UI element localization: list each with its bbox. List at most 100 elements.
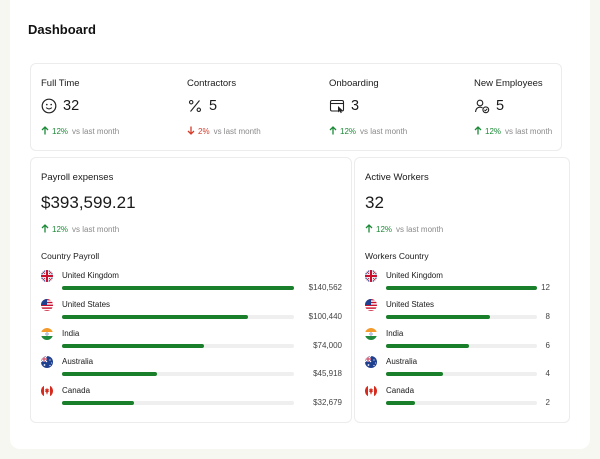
stat-trend: 12% vs last month	[329, 126, 407, 136]
country-row[interactable]: Australia $45,918	[41, 356, 342, 382]
progress-track	[62, 286, 294, 290]
country-name: India	[62, 328, 80, 338]
progress-fill	[386, 314, 491, 319]
stat-value: 3	[351, 98, 360, 114]
uk-flag-icon	[41, 270, 53, 282]
progress-fill	[62, 372, 158, 377]
country-amount: $100,440	[308, 311, 342, 321]
progress-fill	[62, 401, 134, 406]
canada-flag-icon	[365, 385, 377, 398]
progress-fill	[386, 401, 415, 406]
workers-trend: 12% vs last month	[365, 224, 443, 234]
country-name: United Kingdom	[386, 271, 443, 280]
payroll-title: Payroll expenses	[41, 172, 114, 183]
percent-icon	[187, 98, 203, 114]
country-row[interactable]: United States 8	[365, 298, 550, 325]
progress-fill	[386, 343, 470, 348]
progress-fill	[386, 372, 444, 377]
country-name: Canada	[62, 386, 91, 396]
progress-fill	[62, 343, 204, 348]
stat-compare: vs last month	[505, 127, 553, 136]
country-amount: 2	[545, 398, 550, 408]
country-name: United States	[386, 299, 435, 309]
country-row[interactable]: United Kingdom $140,562	[41, 270, 342, 296]
stat-trend-value: 12%	[485, 127, 502, 136]
country-name: United States	[62, 299, 111, 309]
workers-title: Active Workers	[365, 172, 429, 183]
stat-trend-value: 12%	[52, 127, 69, 136]
smiley-icon	[41, 98, 57, 114]
country-name: Canada	[386, 386, 415, 396]
payroll-compare: vs last month	[72, 225, 120, 234]
progress-track	[386, 372, 537, 377]
australia-flag-icon	[365, 356, 377, 369]
country-name: India	[386, 328, 404, 338]
arrow-up-icon	[365, 224, 373, 233]
australia-flag-icon	[41, 356, 53, 369]
progress-track	[62, 314, 294, 319]
payroll-trend-value: 12%	[52, 225, 69, 234]
country-row[interactable]: Canada $32,679	[41, 385, 342, 411]
stat-trend: 12% vs last month	[41, 126, 119, 136]
stat-full-time[interactable]: Full Time 32 12% vs last month	[41, 64, 171, 152]
country-amount: 4	[545, 369, 550, 379]
progress-fill	[62, 286, 294, 290]
progress-track	[62, 343, 294, 348]
country-amount: $45,918	[313, 369, 342, 379]
us-flag-icon	[41, 298, 53, 311]
stat-trend-value: 12%	[340, 127, 357, 136]
dashboard-window: Dashboard Full Time 32 12% vs last month …	[10, 0, 590, 449]
country-amount: 12	[541, 283, 550, 292]
stat-trend: 2% vs last month	[187, 126, 261, 136]
stat-contractors[interactable]: Contractors 5 2% vs last month	[187, 64, 317, 152]
country-amount: $32,679	[313, 398, 342, 408]
payroll-trend: 12% vs last month	[41, 224, 119, 234]
page-title: Dashboard	[28, 22, 96, 37]
stat-onboarding[interactable]: Onboarding 3 12% vs last month	[329, 64, 459, 152]
workers-total: 32	[365, 193, 384, 212]
summary-stats-card: Full Time 32 12% vs last month Contractor…	[30, 63, 562, 151]
arrow-up-icon	[41, 224, 49, 233]
country-row[interactable]: United States $100,440	[41, 298, 342, 325]
country-row[interactable]: Australia 4	[365, 356, 550, 382]
progress-fill	[62, 314, 248, 319]
workers-trend-value: 12%	[376, 225, 393, 234]
workers-compare: vs last month	[396, 225, 444, 234]
country-row[interactable]: India 6	[365, 327, 550, 354]
stat-value: 5	[209, 98, 218, 114]
india-flag-icon	[41, 327, 53, 340]
progress-track	[62, 372, 294, 377]
active-workers-card: Active Workers 32 12% vs last month Worke…	[354, 157, 570, 423]
arrow-down-icon	[187, 126, 195, 135]
arrow-up-icon	[41, 126, 49, 135]
progress-fill	[386, 286, 537, 290]
stat-label: Full Time	[41, 78, 80, 89]
country-name: Australia	[386, 357, 418, 367]
stat-trend-value: 2%	[198, 127, 210, 136]
user-add-icon	[474, 98, 490, 114]
canada-flag-icon	[41, 385, 53, 398]
country-row[interactable]: United Kingdom 12	[365, 270, 550, 296]
india-flag-icon	[365, 327, 377, 340]
stat-value: 32	[63, 98, 80, 114]
uk-flag-icon	[365, 270, 377, 282]
stat-value: 5	[496, 98, 505, 114]
workers-country-title: Workers Country	[365, 251, 429, 261]
window-cursor-icon	[329, 98, 345, 114]
country-amount: $140,562	[308, 283, 342, 292]
progress-track	[62, 401, 294, 406]
stat-new-employees[interactable]: New Employees 5 12% vs last month	[474, 64, 562, 152]
country-name: Australia	[62, 357, 94, 367]
country-amount: 8	[545, 311, 550, 321]
stat-trend: 12% vs last month	[474, 126, 552, 136]
country-amount: 6	[545, 340, 550, 350]
country-row[interactable]: India $74,000	[41, 327, 342, 354]
stat-label: Contractors	[187, 78, 237, 89]
stat-compare: vs last month	[213, 127, 261, 136]
country-row[interactable]: Canada 2	[365, 385, 550, 411]
arrow-up-icon	[474, 126, 482, 135]
progress-track	[386, 343, 537, 348]
country-name: United Kingdom	[62, 271, 119, 280]
progress-track	[386, 286, 537, 290]
country-amount: $74,000	[313, 340, 342, 350]
